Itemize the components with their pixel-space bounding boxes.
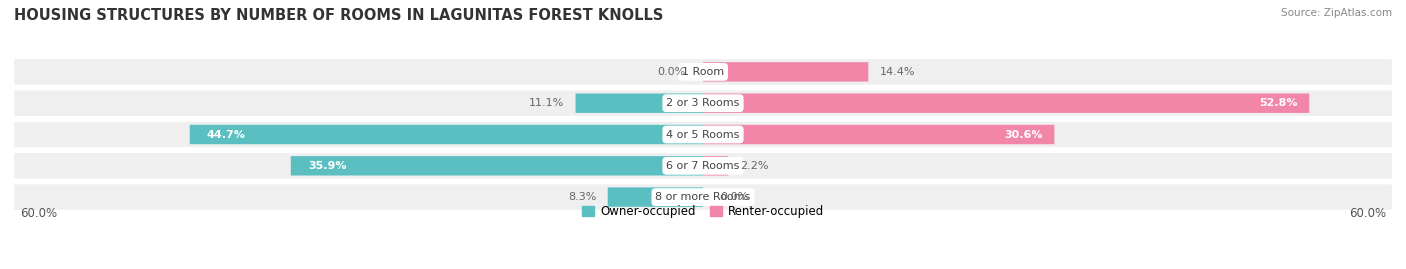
FancyBboxPatch shape — [13, 58, 1393, 86]
FancyBboxPatch shape — [703, 125, 1054, 144]
FancyBboxPatch shape — [13, 152, 1393, 180]
Text: 44.7%: 44.7% — [207, 129, 246, 140]
FancyBboxPatch shape — [575, 94, 703, 113]
Text: 14.4%: 14.4% — [880, 67, 915, 77]
FancyBboxPatch shape — [703, 156, 728, 175]
Text: 60.0%: 60.0% — [20, 207, 56, 220]
Text: 52.8%: 52.8% — [1260, 98, 1298, 108]
Text: 6 or 7 Rooms: 6 or 7 Rooms — [666, 161, 740, 171]
FancyBboxPatch shape — [13, 183, 1393, 211]
Text: HOUSING STRUCTURES BY NUMBER OF ROOMS IN LAGUNITAS FOREST KNOLLS: HOUSING STRUCTURES BY NUMBER OF ROOMS IN… — [14, 8, 664, 23]
Text: 8 or more Rooms: 8 or more Rooms — [655, 192, 751, 202]
FancyBboxPatch shape — [13, 121, 1393, 148]
Text: 60.0%: 60.0% — [1350, 207, 1386, 220]
FancyBboxPatch shape — [703, 62, 869, 82]
FancyBboxPatch shape — [291, 156, 703, 175]
Text: 11.1%: 11.1% — [529, 98, 564, 108]
Text: 4 or 5 Rooms: 4 or 5 Rooms — [666, 129, 740, 140]
Text: 0.0%: 0.0% — [658, 67, 686, 77]
FancyBboxPatch shape — [607, 187, 703, 207]
Text: 2.2%: 2.2% — [740, 161, 768, 171]
Text: 30.6%: 30.6% — [1004, 129, 1043, 140]
Legend: Owner-occupied, Renter-occupied: Owner-occupied, Renter-occupied — [582, 205, 824, 218]
Text: 0.0%: 0.0% — [720, 192, 748, 202]
FancyBboxPatch shape — [703, 94, 1309, 113]
FancyBboxPatch shape — [13, 89, 1393, 117]
Text: 2 or 3 Rooms: 2 or 3 Rooms — [666, 98, 740, 108]
Text: 1 Room: 1 Room — [682, 67, 724, 77]
FancyBboxPatch shape — [190, 125, 703, 144]
Text: 35.9%: 35.9% — [308, 161, 346, 171]
Text: Source: ZipAtlas.com: Source: ZipAtlas.com — [1281, 8, 1392, 18]
Text: 8.3%: 8.3% — [568, 192, 596, 202]
